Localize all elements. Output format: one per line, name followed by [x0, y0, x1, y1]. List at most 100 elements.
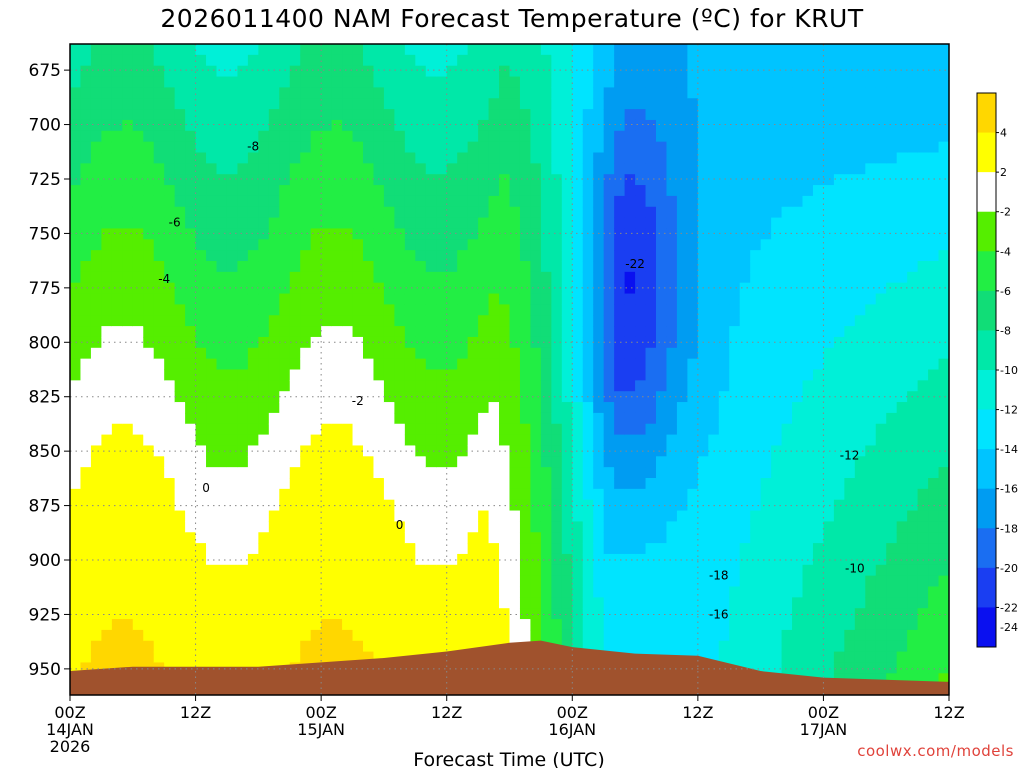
field-cell	[499, 564, 511, 577]
field-cell	[300, 293, 312, 305]
field-cell	[812, 532, 825, 544]
field-cell	[865, 76, 877, 88]
field-cell	[206, 358, 218, 371]
field-cell	[530, 119, 542, 132]
field-cell	[80, 543, 92, 555]
field-cell	[624, 467, 636, 479]
field-cell	[425, 336, 437, 349]
field-cell	[593, 206, 605, 219]
field-cell	[509, 488, 521, 501]
field-cell	[833, 228, 845, 240]
field-cell	[551, 141, 563, 154]
field-cell	[561, 488, 573, 501]
field-cell	[582, 619, 594, 631]
field-cell	[865, 119, 877, 132]
field-cell	[614, 456, 626, 468]
field-cell	[666, 575, 678, 588]
field-cell	[708, 217, 720, 230]
field-cell	[833, 282, 845, 295]
field-cell	[111, 98, 123, 110]
field-cell	[603, 44, 615, 56]
field-cell	[519, 109, 532, 121]
field-cell	[111, 499, 123, 512]
field-cell	[708, 282, 720, 295]
field-cell	[488, 543, 500, 555]
field-cell	[875, 564, 887, 577]
field-cell	[70, 195, 82, 208]
field-cell	[582, 347, 594, 360]
field-cell	[185, 76, 197, 88]
field-cell	[614, 445, 626, 457]
field-cell	[321, 651, 333, 664]
field-cell	[854, 98, 866, 110]
field-cell	[697, 358, 709, 371]
field-cell	[153, 586, 165, 598]
field-cell	[394, 119, 406, 132]
field-cell	[572, 130, 584, 143]
field-cell	[289, 543, 301, 555]
field-cell	[310, 553, 322, 566]
field-cell	[886, 564, 898, 577]
field-cell	[760, 152, 772, 164]
field-cell	[342, 163, 354, 175]
field-cell	[729, 304, 741, 316]
field-cell	[216, 44, 228, 56]
field-cell	[509, 141, 521, 154]
field-cell	[624, 65, 636, 78]
field-cell	[425, 271, 437, 284]
field-cell	[247, 478, 259, 490]
field-cell	[258, 467, 270, 479]
field-cell	[111, 54, 123, 67]
field-cell	[509, 119, 521, 132]
field-cell	[195, 54, 207, 67]
field-cell	[394, 163, 406, 175]
field-cell	[676, 152, 688, 164]
field-cell	[80, 478, 92, 490]
field-cell	[865, 662, 877, 674]
field-cell	[279, 195, 291, 208]
field-cell	[708, 597, 720, 609]
field-cell	[342, 380, 354, 392]
field-cell	[645, 109, 657, 121]
field-cell	[122, 130, 134, 143]
field-cell	[917, 423, 929, 436]
field-cell	[310, 532, 322, 544]
field-cell	[645, 423, 657, 436]
field-cell	[812, 347, 825, 360]
field-cell	[645, 369, 657, 381]
field-cell	[383, 629, 395, 642]
field-cell	[373, 217, 385, 230]
field-cell	[603, 228, 615, 240]
field-cell	[886, 369, 898, 381]
field-cell	[635, 250, 647, 262]
field-cell	[896, 358, 908, 371]
field-cell	[812, 271, 825, 284]
field-cell	[603, 293, 615, 305]
field-cell	[792, 434, 804, 447]
field-cell	[185, 586, 197, 598]
field-cell	[436, 575, 448, 588]
field-cell	[300, 141, 312, 154]
field-cell	[823, 478, 835, 490]
field-cell	[373, 250, 385, 262]
field-cell	[467, 597, 479, 609]
field-cell	[342, 575, 354, 588]
field-cell	[792, 369, 804, 381]
field-cell	[781, 467, 793, 479]
field-cell	[519, 44, 532, 56]
field-cell	[195, 629, 207, 642]
field-cell	[917, 369, 929, 381]
field-cell	[792, 521, 804, 533]
field-cell	[132, 336, 144, 349]
field-cell	[70, 423, 82, 436]
field-cell	[247, 543, 259, 555]
field-cell	[425, 575, 437, 588]
field-cell	[907, 402, 919, 414]
field-cell	[478, 586, 490, 598]
field-cell	[792, 651, 804, 664]
field-cell	[331, 380, 343, 392]
field-cell	[624, 206, 636, 219]
field-cell	[760, 662, 772, 674]
field-cell	[802, 271, 814, 284]
field-cell	[90, 347, 102, 360]
